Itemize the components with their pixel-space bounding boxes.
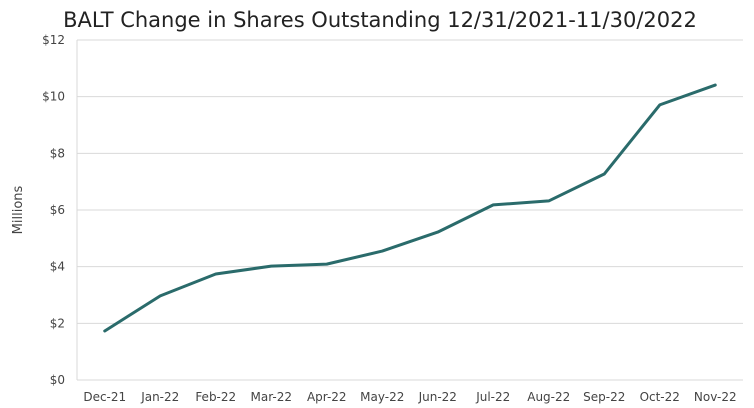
y-tick-label: $0: [50, 373, 65, 387]
x-tick-label: Jul-22: [475, 390, 510, 404]
x-tick-label: Apr-22: [307, 390, 347, 404]
series-line: [103, 83, 717, 333]
x-tick-label: Jan-22: [140, 390, 179, 404]
x-tick-label: Sep-22: [583, 390, 625, 404]
y-tick-label: $6: [50, 203, 65, 217]
x-tick-label: Aug-22: [527, 390, 570, 404]
x-tick-label: Oct-22: [640, 390, 680, 404]
y-tick-label: $2: [50, 316, 65, 330]
y-tick-label: $10: [42, 90, 65, 104]
x-tick-label: May-22: [360, 390, 404, 404]
x-tick-label: Mar-22: [251, 390, 292, 404]
y-axis-label: Millions: [11, 185, 26, 234]
y-tick-label: $12: [42, 33, 65, 47]
x-tick-label: Jun-22: [418, 390, 457, 404]
chart-title: BALT Change in Shares Outstanding 12/31/…: [63, 8, 697, 32]
x-tick-label: Nov-22: [694, 390, 737, 404]
y-tick-label: $4: [50, 260, 65, 274]
x-tick-label: Dec-21: [83, 390, 126, 404]
y-tick-label: $8: [50, 146, 65, 160]
x-tick-label: Feb-22: [195, 390, 236, 404]
